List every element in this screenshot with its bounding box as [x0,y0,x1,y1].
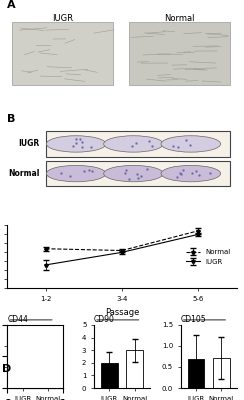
Circle shape [104,165,163,182]
Bar [101,363,118,388]
Circle shape [161,136,221,152]
FancyBboxPatch shape [46,161,230,186]
FancyBboxPatch shape [12,22,113,85]
Bar [40,358,56,388]
Circle shape [104,136,163,152]
Text: Normal: Normal [164,14,195,23]
Text: IUGR: IUGR [52,14,73,23]
Text: CD90: CD90 [94,315,115,324]
Circle shape [46,165,106,182]
Text: CD105: CD105 [181,315,206,324]
Circle shape [46,136,106,152]
Bar [213,358,230,388]
Text: IUGR: IUGR [18,140,40,148]
Bar [188,358,204,388]
Text: A: A [7,0,16,10]
Text: Normal: Normal [8,169,40,178]
Text: B: B [7,114,16,124]
Legend: Normal, IUGR: Normal, IUGR [183,246,233,267]
FancyBboxPatch shape [46,131,230,156]
Text: CD44: CD44 [7,315,28,324]
Bar [14,351,31,388]
FancyBboxPatch shape [129,22,230,85]
Bar [126,350,143,388]
Circle shape [161,165,221,182]
X-axis label: Passage: Passage [105,308,139,316]
Text: D: D [2,364,12,374]
